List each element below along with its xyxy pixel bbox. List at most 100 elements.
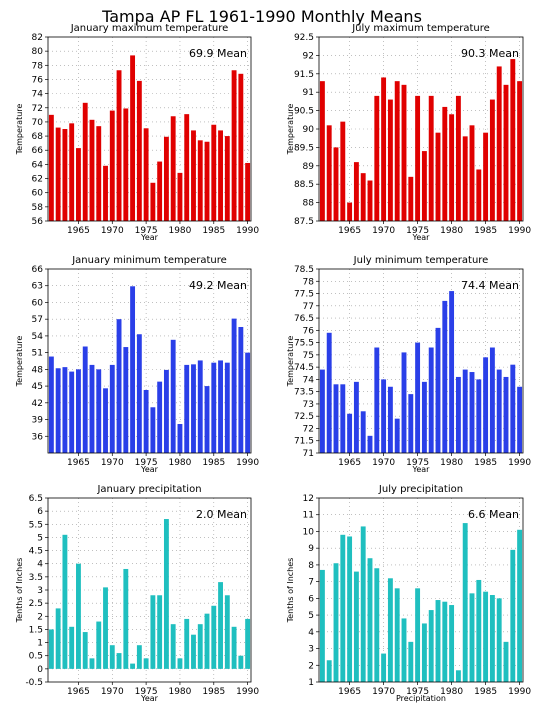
bar-1974 (136, 80, 142, 221)
bar-1965 (76, 148, 81, 221)
y-tick-label: 3 (308, 645, 314, 655)
bar-1962 (55, 608, 61, 669)
bar-1971 (116, 319, 122, 453)
bar-1964 (69, 371, 75, 453)
x-axis-label: Precipitation (396, 694, 446, 703)
y-tick-label: 90.5 (294, 107, 314, 117)
y-tick-label: 89.5 (294, 143, 314, 153)
x-tick-label: 1980 (168, 226, 191, 236)
page-title: Tampa AP FL 1961-1990 Monthly Means (101, 7, 422, 26)
bar-1975 (415, 95, 421, 221)
bar-1985 (211, 605, 217, 669)
bar-1971 (387, 578, 393, 682)
bar-1961 (48, 629, 54, 669)
y-tick-label: 0.5 (29, 652, 43, 662)
x-tick-label: 1990 (236, 458, 259, 468)
bar-1982 (191, 130, 196, 221)
y-tick-label: 57 (32, 315, 43, 325)
bar-1974 (408, 641, 414, 682)
bar-1980 (177, 658, 183, 669)
bar-1985 (211, 124, 217, 221)
bar-1989 (510, 549, 516, 682)
bar-1963 (62, 129, 68, 221)
bar-1983 (197, 624, 203, 669)
bar-1976 (150, 407, 156, 453)
bar-1975 (143, 389, 149, 453)
bar-1978 (435, 327, 441, 453)
y-tick-label: 76 (32, 75, 44, 85)
y-tick-label: 62 (32, 175, 43, 185)
y-tick-label: 74 (303, 375, 315, 385)
y-tick-label: 75 (303, 351, 314, 361)
y-tick-label: 8 (308, 561, 314, 571)
bar-1962 (326, 125, 332, 221)
y-tick-label: 4 (308, 628, 314, 638)
bar-1966 (82, 346, 88, 453)
bar-1970 (381, 379, 387, 453)
bar-1981 (184, 618, 190, 669)
bar-1977 (157, 595, 163, 669)
y-axis-label: Temperature (286, 336, 295, 388)
bar-1967 (89, 658, 95, 669)
bar-1972 (123, 108, 129, 221)
y-tick-label: 54 (32, 332, 44, 342)
y-tick-label: 89 (303, 162, 315, 172)
x-tick-label: 1985 (474, 458, 497, 468)
y-tick-label: 4.5 (29, 547, 43, 557)
bar-1967 (360, 526, 366, 682)
bar-1979 (442, 300, 448, 453)
bar-1961 (48, 114, 54, 221)
y-tick-label: 10 (303, 527, 315, 537)
bar-1967 (89, 119, 95, 221)
y-tick-label: 66 (32, 146, 44, 156)
x-axis-label: Year (412, 233, 431, 242)
y-tick-label: 87.5 (294, 217, 314, 227)
x-tick-label: 1965 (338, 458, 361, 468)
bar-1989 (238, 326, 244, 453)
y-tick-label: 60 (32, 189, 44, 199)
y-tick-label: 1.5 (29, 625, 43, 635)
bar-1989 (238, 655, 244, 669)
x-tick-label: 1985 (202, 687, 225, 697)
bar-1976 (421, 381, 427, 453)
bar-1980 (449, 291, 455, 453)
mean-label: 69.9 Mean (189, 47, 247, 60)
x-tick-label: 1990 (236, 226, 259, 236)
bar-1976 (150, 595, 156, 669)
bar-1969 (374, 95, 380, 221)
bar-1982 (191, 634, 196, 669)
bar-1969 (103, 165, 108, 221)
y-tick-label: 1 (308, 678, 314, 688)
x-tick-label: 1965 (67, 458, 90, 468)
bar-1976 (421, 623, 427, 682)
bar-1987 (496, 598, 502, 682)
bar-1972 (123, 347, 129, 453)
bar-1980 (177, 424, 183, 453)
y-tick-label: 64 (32, 160, 44, 170)
bar-1973 (130, 55, 136, 222)
x-tick-label: 1990 (508, 687, 531, 697)
x-tick-label: 1975 (406, 226, 429, 236)
bar-1976 (150, 182, 156, 221)
bar-1973 (401, 352, 407, 453)
y-tick-label: 76.5 (294, 314, 314, 324)
bar-1970 (109, 645, 115, 669)
plot-frame (47, 36, 252, 222)
bar-1984 (204, 613, 210, 669)
y-tick-label: 45 (32, 382, 43, 392)
bar-1989 (510, 364, 516, 453)
y-tick-label: 9 (308, 544, 314, 554)
y-tick-label: 77.5 (294, 290, 314, 300)
bar-1968 (367, 558, 373, 682)
bar-1964 (69, 123, 75, 221)
bar-1984 (204, 386, 210, 453)
y-tick-label: 92.5 (294, 33, 314, 43)
y-tick-label: 58 (32, 203, 44, 213)
x-tick-label: 1970 (372, 458, 395, 468)
x-tick-label: 1980 (168, 458, 191, 468)
x-tick-label: 1990 (508, 226, 531, 236)
y-tick-label: 4 (37, 560, 43, 570)
x-tick-label: 1985 (202, 226, 225, 236)
y-tick-label: 71.5 (294, 437, 314, 447)
